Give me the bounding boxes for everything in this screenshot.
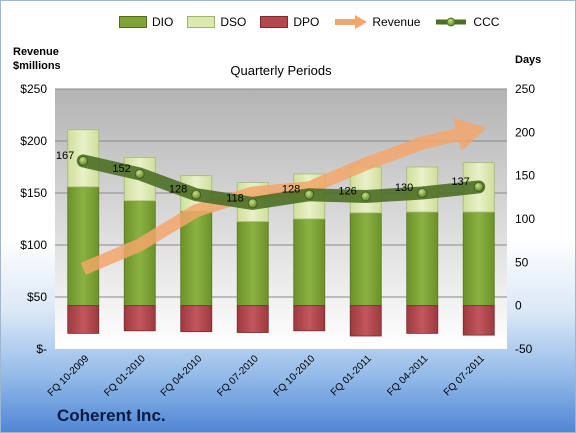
left-axis-title: Revenue $millions (13, 46, 61, 72)
ccc-data-label: 128 (169, 184, 187, 196)
revenue-arrowhead (453, 118, 487, 152)
right-tick-label: 150 (515, 169, 535, 183)
legend-swatch-dpo (260, 16, 289, 28)
company-name: Coherent Inc. (57, 406, 166, 425)
bar-dpo (349, 305, 382, 337)
right-tick-label: -50 (515, 342, 533, 356)
plot-area: $- $50 $100 $150 $200 $250 -50 0 50 100 150 200 250 Q… (20, 63, 535, 399)
chart-legend: DIO DSO DPO Revenue CCC (119, 15, 513, 29)
bar-dpo (462, 305, 495, 336)
legend-swatch-dio (119, 16, 147, 28)
bar-dpo (293, 305, 326, 332)
bar-dio (180, 210, 213, 307)
legend-swatch-dso (187, 16, 216, 28)
legend-item-revenue: Revenue (333, 15, 420, 29)
ccc-data-label: 167 (56, 150, 74, 162)
ccc-point (247, 198, 258, 209)
ccc-data-label: 126 (338, 185, 356, 197)
left-tick-label: $250 (20, 82, 47, 96)
legend-label-dso: DSO (220, 15, 247, 29)
bar-dpo (67, 305, 100, 334)
x-tick-label: FQ 04-2011 (385, 353, 430, 398)
ccc-point (78, 156, 89, 166)
x-tick-label: FQ 10-2010 (272, 353, 318, 399)
legend-item-dio: DIO (119, 15, 173, 29)
ccc-data-label: 130 (395, 182, 413, 194)
x-tick-label: FQ 07-2011 (442, 353, 487, 398)
right-tick-label: 50 (515, 255, 529, 269)
x-tick-label: FQ 01-2010 (102, 353, 148, 399)
legend-line-dot-icon (436, 17, 467, 27)
legend-item-ccc: CCC (434, 15, 499, 29)
ccc-line (76, 154, 486, 210)
x-tick-label: FQ 10-2009 (46, 353, 92, 399)
legend-item-dso: DSO (187, 15, 246, 29)
legend-label-revenue: Revenue (372, 15, 421, 29)
right-axis-title: Days (515, 54, 542, 66)
legend-arrow-icon (335, 15, 368, 29)
revenue-line (80, 128, 459, 275)
left-tick-label: $- (36, 342, 47, 356)
ccc-data-label: 152 (112, 163, 130, 175)
chart-title: Quarterly Periods (230, 63, 332, 78)
ccc-data-label: 137 (451, 176, 469, 188)
legend-label-dio: DIO (152, 15, 174, 29)
left-tick-label: $150 (20, 186, 47, 200)
ccc-point (473, 182, 484, 192)
left-tick-label: $100 (20, 238, 47, 252)
legend-item-dpo: DPO (260, 15, 319, 29)
x-tick-label: FQ 07-2010 (215, 353, 261, 399)
ccc-point (304, 189, 315, 200)
right-tick-label: 0 (515, 299, 522, 313)
ccc-point (360, 191, 371, 202)
ccc-data-label: 128 (282, 184, 300, 196)
x-tick-label: FQ 04-2010 (159, 353, 205, 399)
ccc-point (417, 188, 428, 198)
ccc-data-label: 118 (226, 192, 244, 204)
bar-dpo (236, 305, 269, 333)
bar-dpo (406, 305, 439, 334)
left-tick-label: $50 (27, 290, 47, 304)
legend-label-ccc: CCC (473, 15, 500, 29)
right-tick-label: 200 (515, 125, 535, 139)
bar-dio (349, 212, 382, 307)
bar-dio (67, 186, 100, 307)
bar-dio (236, 221, 269, 307)
bar-dio (462, 211, 495, 307)
bar-dio (406, 211, 439, 307)
plot-background (55, 89, 507, 349)
legend-label-dpo: DPO (293, 15, 320, 29)
left-tick-label: $200 (20, 134, 47, 148)
x-tick-label: FQ 01-2011 (329, 353, 374, 398)
bar-dpo (123, 305, 156, 332)
right-tick-label: 250 (515, 82, 535, 96)
bar-dpo (180, 305, 213, 333)
ccc-point (134, 169, 145, 179)
right-tick-label: 100 (515, 212, 535, 226)
bar-dio (293, 218, 326, 307)
ccc-point (191, 189, 202, 200)
